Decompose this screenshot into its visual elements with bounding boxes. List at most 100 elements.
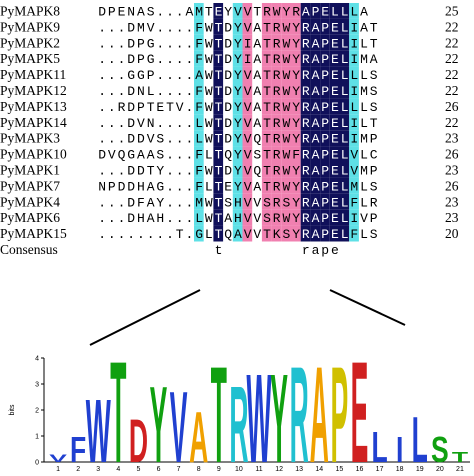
residue-highlight — [213, 34, 224, 51]
residue-highlight — [232, 18, 243, 35]
x-tick-label: 16 — [356, 466, 364, 473]
sequence-name: PyMAPK7 — [0, 178, 60, 193]
residue-highlight — [329, 82, 340, 99]
x-tick-label: 13 — [295, 466, 303, 473]
residue-highlight — [213, 162, 224, 178]
residue-highlight — [339, 34, 350, 51]
zoom-line — [89, 289, 201, 346]
residue-highlight — [320, 98, 330, 115]
residue-highlight — [320, 209, 330, 226]
residue-highlight — [281, 66, 291, 83]
residue-highlight — [232, 162, 243, 178]
residue-highlight — [349, 82, 359, 99]
residue-highlight — [329, 209, 340, 226]
residue-highlight — [213, 193, 224, 210]
residue-highlight — [242, 209, 253, 226]
residue-highlight — [320, 162, 330, 178]
residue-highlight — [329, 225, 340, 242]
sequence-name: PyMAPK10 — [0, 147, 67, 162]
residue-highlight — [329, 177, 340, 194]
residue-highlight — [300, 146, 311, 162]
logo-letter: P — [331, 338, 349, 476]
sequence-name: PyMAPK15 — [0, 226, 67, 241]
residue-highlight — [339, 66, 350, 83]
x-tick-label: 9 — [217, 466, 221, 473]
sequence-name: PyMAPK12 — [0, 83, 67, 98]
residue-count: 26 — [445, 147, 459, 162]
residue-highlight — [310, 18, 321, 35]
x-tick-label: 1 — [56, 466, 60, 473]
residue-highlight — [261, 34, 272, 51]
residue-highlight — [310, 50, 321, 67]
residue-highlight — [291, 34, 301, 51]
residue-highlight — [320, 50, 330, 67]
residue-highlight — [271, 82, 282, 99]
residue-highlight — [232, 50, 243, 67]
residue-highlight — [320, 82, 330, 99]
residue-highlight — [291, 162, 301, 178]
residue-highlight — [232, 177, 243, 194]
residue-highlight — [339, 3, 350, 19]
residue-highlight — [310, 130, 321, 147]
residue-highlight — [300, 3, 311, 19]
residue-highlight — [291, 146, 301, 162]
residue-highlight — [232, 114, 243, 131]
residue-highlight — [300, 225, 311, 242]
residue-highlight — [242, 82, 253, 99]
logo-letter: F — [70, 429, 86, 470]
residue-count: 26 — [445, 178, 459, 193]
residue-highlight — [291, 130, 301, 147]
residue-highlight — [310, 98, 321, 115]
residue-highlight — [291, 50, 301, 67]
residue-highlight — [310, 114, 321, 131]
sequence-name: PyMAPK8 — [0, 4, 60, 19]
residue-highlight — [300, 177, 311, 194]
residue-highlight — [339, 225, 350, 242]
residue-highlight — [281, 50, 291, 67]
residue-highlight — [232, 146, 243, 162]
zoom-line — [329, 289, 406, 326]
residue-highlight — [349, 193, 359, 210]
residue-highlight — [261, 50, 272, 67]
residue-highlight — [300, 98, 311, 115]
residue-highlight — [349, 130, 359, 147]
logo-letter: A — [189, 397, 208, 476]
y-tick-label: 4 — [35, 356, 39, 363]
residue-highlight — [271, 130, 282, 147]
residue-highlight — [291, 193, 301, 210]
residue-highlight — [271, 114, 282, 131]
residue-count: 22 — [445, 83, 459, 98]
residue-highlight — [261, 162, 272, 178]
residue-highlight — [281, 18, 291, 35]
logo-letter: D — [129, 407, 148, 476]
residue-highlight — [271, 177, 282, 194]
logo-letter: L — [371, 422, 387, 471]
residue-highlight — [329, 34, 340, 51]
residue-highlight — [300, 34, 311, 51]
residue-highlight — [300, 130, 311, 147]
residue-highlight — [261, 114, 272, 131]
residue-highlight — [329, 3, 340, 19]
residue-highlight — [242, 66, 253, 83]
residue-highlight — [261, 193, 272, 210]
residue-highlight — [300, 66, 311, 83]
x-tick-label: 6 — [157, 466, 161, 473]
residue-highlight — [213, 3, 224, 19]
logo-letter: V — [49, 453, 67, 465]
x-tick-label: 4 — [116, 466, 120, 473]
residue-highlight — [320, 146, 330, 162]
logo-letter: R — [290, 338, 309, 476]
residue-highlight — [213, 18, 224, 35]
residue-highlight — [339, 177, 350, 194]
x-tick-label: 12 — [275, 466, 283, 473]
logo-letter: S — [431, 429, 449, 470]
residue-highlight — [291, 209, 301, 226]
residue-highlight — [213, 66, 224, 83]
residue-highlight — [349, 114, 359, 131]
residue-highlight — [213, 130, 224, 147]
residue-count: 26 — [445, 99, 459, 114]
residue-highlight — [329, 130, 340, 147]
